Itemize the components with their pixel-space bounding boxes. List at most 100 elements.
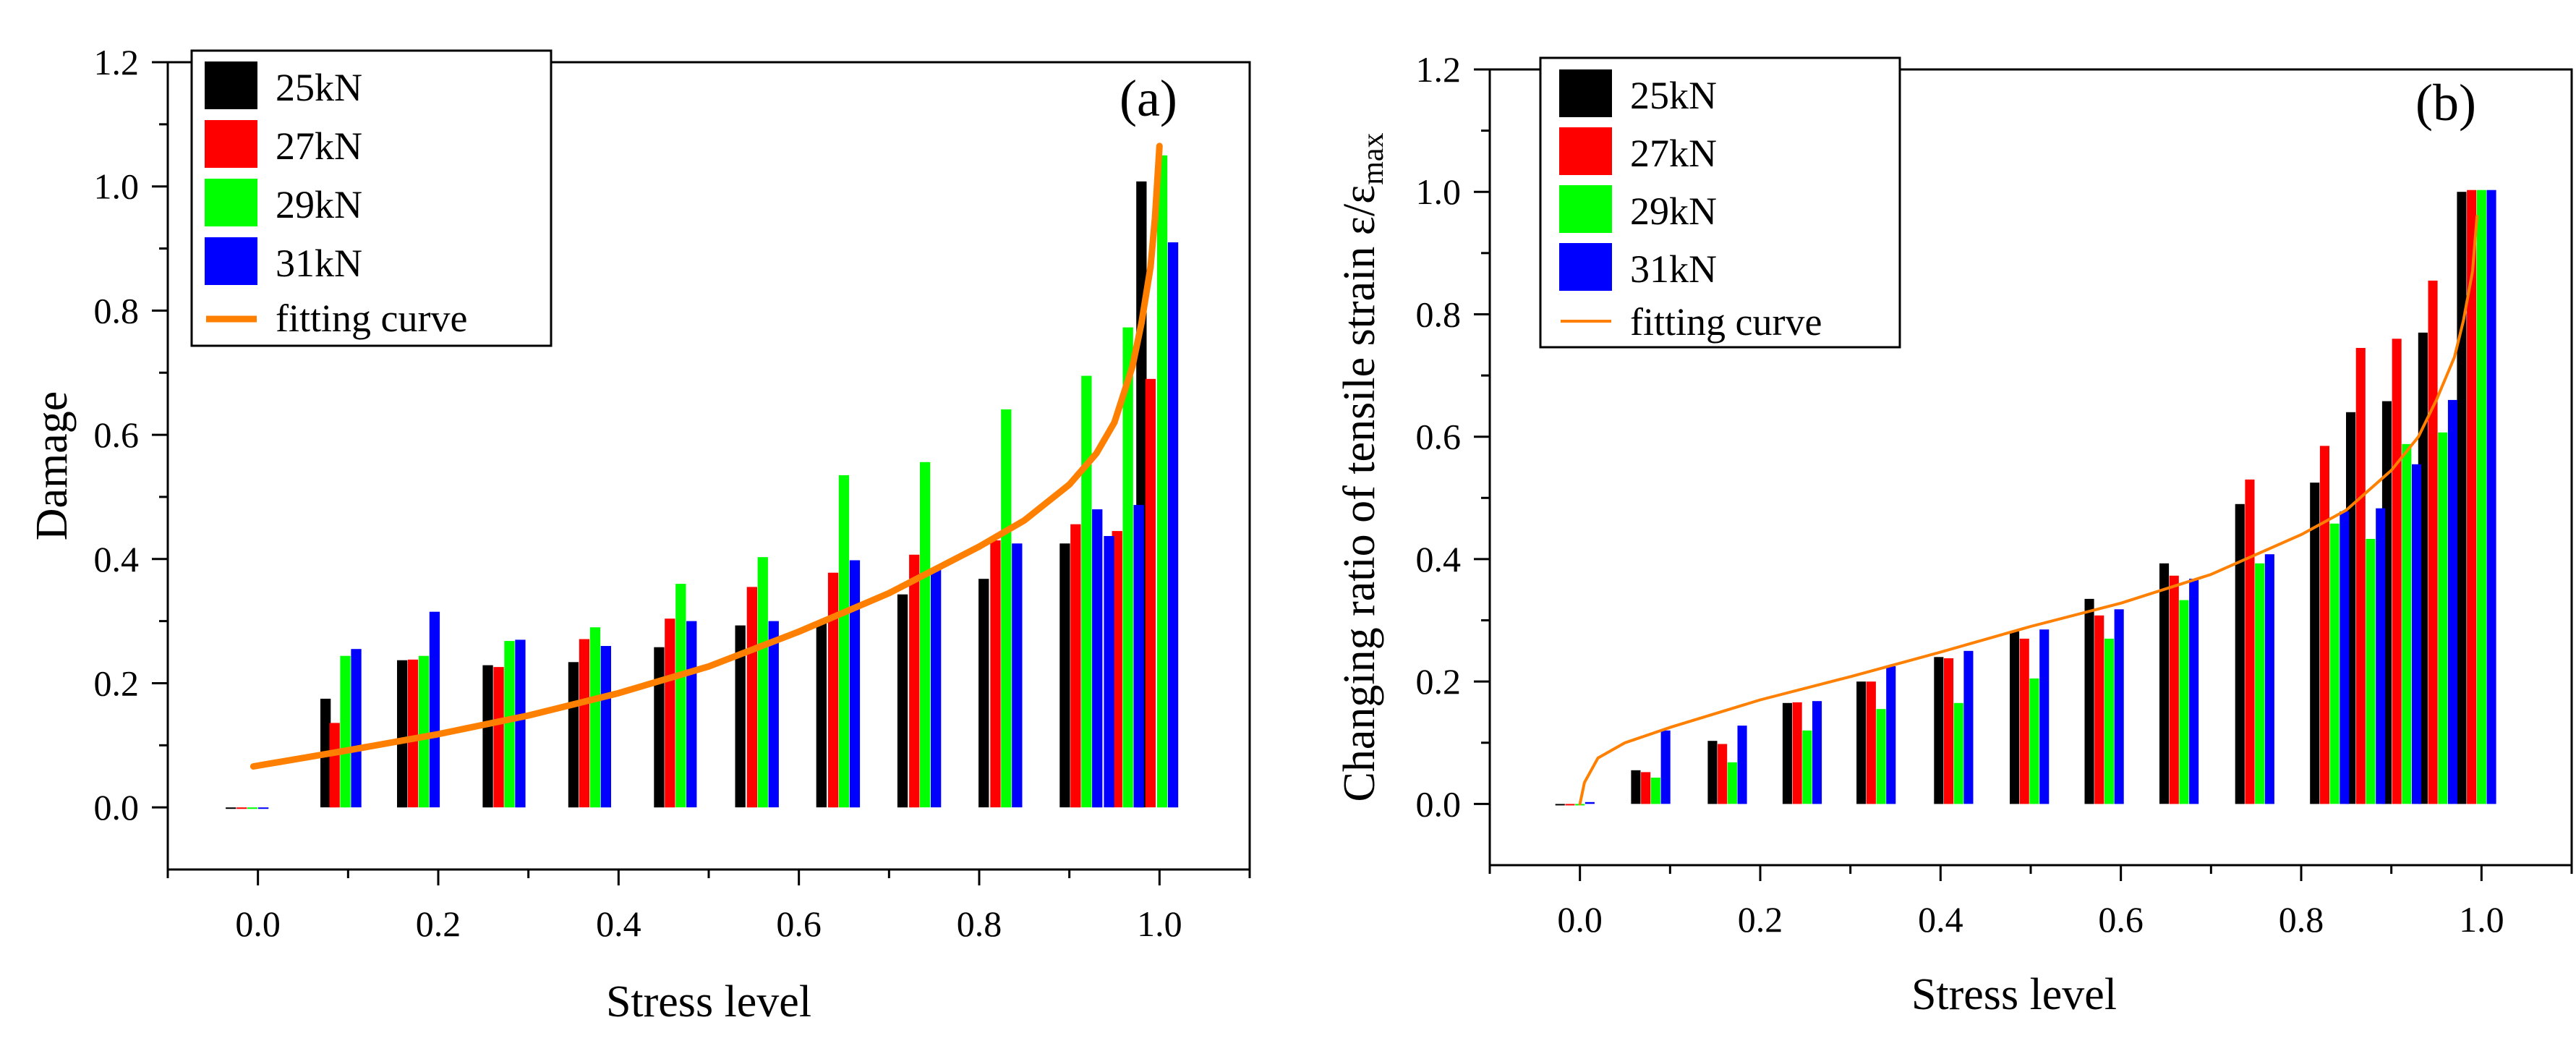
y-tick-label-a-2: 0.4	[94, 539, 140, 579]
bar-b-29kn-9	[2255, 563, 2265, 804]
bar-b-31kn-3	[1812, 701, 1822, 804]
bar-b-31kn-6	[2039, 629, 2050, 804]
bar-b-31kn-14	[2486, 190, 2496, 804]
y-tick-label-a-4: 0.8	[94, 290, 140, 331]
bar-a-31kn-9	[1012, 543, 1023, 808]
y-tick-label-a-1: 0.2	[94, 663, 140, 703]
bar-b-29kn-6	[2029, 678, 2039, 804]
y-axis-title-b: Changing ratio of tensile strain ε/εmax	[1335, 132, 1390, 801]
y-tick-label-b-3: 0.6	[1416, 417, 1462, 457]
legend-label-b-25kn: 25kN	[1630, 74, 1717, 117]
bar-b-25kn-5	[1934, 657, 1944, 804]
y-axis-ticks-b: 0.0 0.2 0.4 0.6 0.8 1.0 1.2	[1416, 49, 1490, 824]
x-tick-label-b-4: 0.8	[2279, 899, 2324, 940]
bar-a-25kn-2	[397, 660, 408, 808]
legend-label-a-27kn: 27kN	[276, 124, 362, 168]
y-tick-label-b-0: 0.0	[1416, 783, 1462, 824]
legend-label-b-27kn: 27kN	[1630, 132, 1717, 175]
bar-a-29kn-6	[757, 557, 768, 808]
bar-b-27kn-6	[2019, 638, 2029, 804]
y-tick-label-b-4: 0.8	[1416, 294, 1462, 334]
bar-b-31kn-0	[1585, 801, 1595, 804]
chart-panel-b: 0.0 0.2 0.4 0.6 0.8 1.0 0.0 0.2 0.4 0.6 0.8 1.0 1.2…	[1335, 49, 2573, 1019]
y-axis-ticks-a: 0.0 0.2 0.4 0.6 0.8 1.0 1.2	[94, 42, 168, 828]
legend-swatch-b-29kn	[1559, 185, 1612, 233]
x-tick-label-a-0: 0.0	[235, 903, 281, 944]
bar-a-29kn-10	[1081, 375, 1092, 808]
y-tick-label-b-5: 1.0	[1416, 171, 1462, 212]
legend-label-a-29kn: 29kN	[276, 183, 362, 226]
fitting-curve-b	[1578, 215, 2479, 806]
bar-b-25kn-7	[2084, 598, 2094, 804]
bar-b-31kn-12	[2412, 464, 2422, 804]
legend-label-a-31kn: 31kN	[276, 242, 362, 285]
legend-label-b-fit: fitting curve	[1630, 300, 1822, 344]
bar-a-29kn-9	[1001, 409, 1012, 808]
panel-label-a: (a)	[1119, 69, 1177, 127]
bar-b-31kn-10	[2340, 511, 2350, 804]
x-tick-label-b-3: 0.6	[2098, 899, 2144, 940]
bar-b-27kn-11	[2355, 348, 2366, 804]
bar-a-27kn-11	[1145, 378, 1156, 808]
bar-b-29kn-13	[2438, 432, 2448, 804]
bar-a-29kn-11	[1156, 155, 1168, 808]
x-tick-label-b-1: 0.2	[1738, 899, 1783, 940]
bar-a-25kn-3	[482, 665, 493, 808]
bar-b-27kn-4	[1866, 681, 1876, 804]
y-axis-title-b-sub: max	[1357, 132, 1390, 184]
y-tick-label-a-0: 0.0	[94, 787, 140, 828]
bar-b-25kn-14	[2457, 192, 2467, 804]
fitting-curve-a	[250, 143, 1163, 770]
bar-a-27kn-5	[665, 618, 675, 808]
bar-a-31kn-1	[351, 649, 362, 808]
bar-b-27kn-8	[2169, 575, 2179, 804]
bar-a-31kn-2	[429, 611, 440, 808]
x-tick-label-a-4: 0.8	[957, 903, 1002, 944]
bar-a-27kn-4	[579, 639, 590, 808]
bar-b-25kn-3	[1782, 702, 1792, 804]
bar-a-29kn-4	[589, 627, 601, 808]
bar-b-27kn-13	[2428, 280, 2438, 804]
bar-b-27kn-14	[2467, 190, 2477, 804]
bar-b-31kn-2	[1737, 726, 1747, 804]
bar-a-29kn-0	[247, 807, 258, 809]
bar-a-31kn-6	[768, 621, 779, 808]
bar-b-31kn-9	[2264, 554, 2274, 804]
bar-a-extra-0	[1112, 531, 1122, 808]
bar-b-29kn-4	[1876, 709, 1886, 804]
y-tick-label-a-6: 1.2	[94, 42, 140, 82]
bar-b-25kn-9	[2235, 503, 2245, 804]
bar-a-29kn-7	[838, 475, 850, 808]
y-axis-title-a-main: Damage	[27, 391, 77, 541]
bar-b-29kn-8	[2179, 600, 2189, 804]
legend-label-a-fit: fitting curve	[276, 297, 467, 340]
bar-a-31kn-0	[258, 807, 269, 809]
legend-swatch-a-27kn	[205, 120, 257, 168]
bar-a-29kn-1	[340, 655, 351, 808]
bar-a-31kn-3	[515, 639, 526, 808]
bar-b-31kn-1	[1660, 730, 1671, 804]
bar-b-25kn-10	[2310, 482, 2320, 804]
bar-a-31kn-5	[686, 621, 697, 808]
x-tick-label-b-0: 0.0	[1557, 899, 1603, 940]
x-tick-label-b-2: 0.4	[1918, 899, 1963, 940]
x-tick-label-b-5: 1.0	[2459, 899, 2504, 940]
bar-a-27kn-7	[827, 572, 839, 808]
bar-a-27kn-1	[329, 723, 340, 808]
bar-a-25kn-5	[654, 647, 665, 808]
bar-b-31kn-13	[2447, 399, 2457, 804]
legend-swatch-b-31kn	[1559, 243, 1612, 291]
legend-label-b-31kn: 31kN	[1630, 247, 1717, 291]
x-axis-ticks-b: 0.0 0.2 0.4 0.6 0.8 1.0	[1488, 865, 2573, 940]
bar-a-29kn-5	[675, 584, 686, 808]
legend-a: 25kN 27kN 29kN 31kN fitting curve	[190, 49, 553, 347]
bar-a-27kn-9	[990, 540, 1001, 808]
bar-b-29kn-5	[1953, 702, 1963, 804]
bar-a-31kn-11	[1167, 242, 1179, 808]
legend-swatch-a-29kn	[205, 179, 257, 226]
bar-b-27kn-2	[1718, 744, 1728, 804]
bar-a-extra-2	[1104, 536, 1114, 808]
bar-a-25kn-9	[978, 579, 989, 808]
bar-b-27kn-1	[1641, 772, 1651, 804]
x-tick-label-a-2: 0.4	[596, 903, 641, 944]
